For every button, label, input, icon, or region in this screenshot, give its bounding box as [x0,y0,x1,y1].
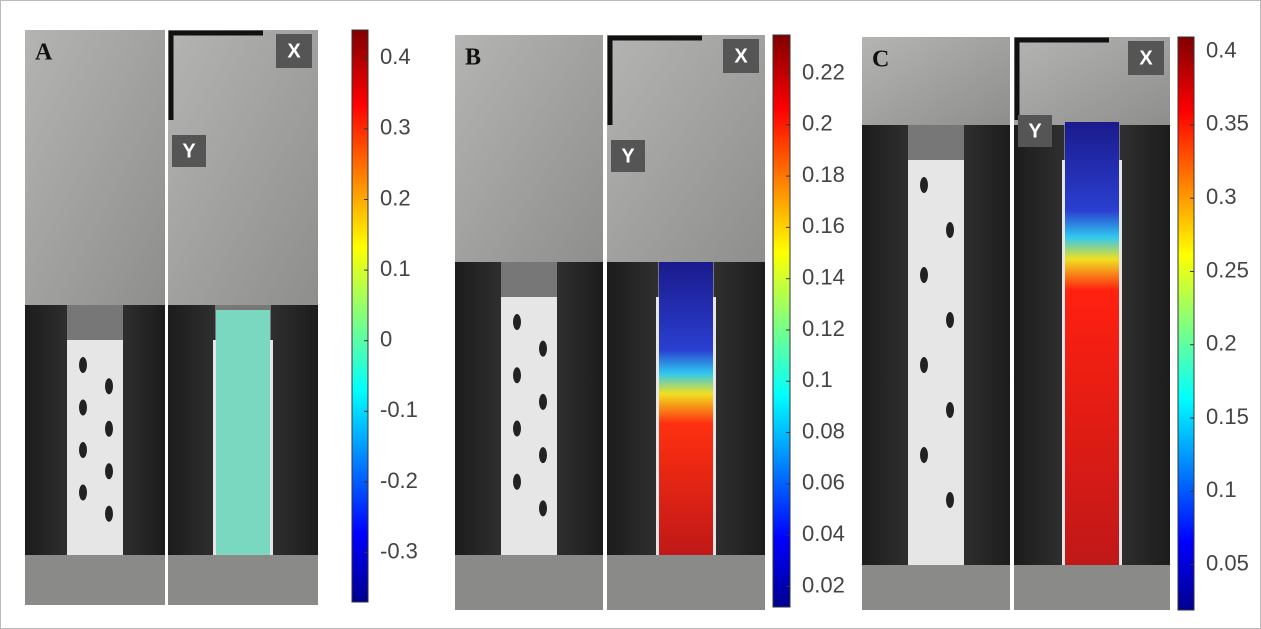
colorbar-tick-label: 0.2 [1206,331,1237,356]
colorbar-tick-label: 0.1 [802,367,833,392]
colorbar-tick-label: -0.2 [380,468,418,493]
specimen-mesh [908,125,964,160]
specimen-hole [920,447,928,463]
colorbar-tick-label: 0.14 [802,264,845,289]
specimen-hole [539,500,547,516]
colorbar-tick-label: -0.1 [380,397,418,422]
strain-overlay [659,262,713,555]
specimen-mesh [67,305,123,340]
colorbar-tick-label: 0.1 [380,256,411,281]
colorbar-tick-label: 0.3 [1206,184,1237,209]
specimen-hole [946,222,954,238]
specimen-hole [79,485,87,501]
lower-grip [862,565,1010,610]
x-axis-label: X [287,40,301,62]
colorbar-tick-label: 0.08 [802,418,845,443]
specimen-hole [79,357,87,373]
specimen-hole [539,447,547,463]
specimen-hole [105,506,113,522]
page: {"panels": [ {"label": "A", "x_label": "… [0,0,1261,629]
specimen-hole [513,474,521,490]
specimen-hole [920,357,928,373]
panel-label: C [872,47,889,73]
specimen-hole [946,402,954,418]
y-axis-label: Y [182,140,196,162]
lower-grip [455,555,603,610]
specimen-hole [105,378,113,394]
specimen-hole [79,400,87,416]
colorbar-tick-label: 0.04 [802,521,845,546]
strain-overlay [216,310,270,555]
specimen-hole [539,341,547,357]
colorbar-tick-label: 0.25 [1206,257,1249,282]
specimen-hole [920,267,928,283]
colorbar-tick-label: 0.3 [380,115,411,140]
lower-grip [1014,565,1170,610]
x-axis-label: X [1139,47,1153,69]
specimen-hole [513,314,521,330]
colorbar-tick-label: 0.4 [1206,37,1237,62]
figure: X Y A 0.4 0.3 0.2 0.1 0 -0.1 -0.2 -0.3 X Y B 0.22 0.2 0.… [0,0,1261,629]
colorbar-tick-label: 0.35 [1206,111,1249,136]
lower-grip [168,555,318,605]
specimen-hole [105,421,113,437]
upper-plate [25,30,165,305]
colorbar-tick-label: 0.12 [802,316,845,341]
colorbar-tick-label: 0.16 [802,213,845,238]
photo-divider [1010,37,1014,610]
colorbar-tick-label: 0.22 [802,59,845,84]
panel-label: B [465,45,481,71]
colorbar-tick-label: 0.18 [802,162,845,187]
colorbar-tick-label: 0.1 [1206,477,1237,502]
colorbar-tick-label: 0.15 [1206,404,1249,429]
panel-label: A [35,40,53,66]
colorbar-tick-label: -0.3 [380,538,418,563]
specimen-hole [946,312,954,328]
specimen-hole [105,463,113,479]
specimen [501,297,557,555]
lower-grip [607,555,765,610]
y-axis-label: Y [1028,120,1042,142]
colorbar-tick-label: 0.4 [380,44,411,69]
photo-divider [603,35,607,610]
specimen-hole [513,367,521,383]
specimen-hole [946,492,954,508]
colorbar [773,35,790,607]
specimen-mesh [501,262,557,297]
x-axis-label: X [734,45,748,67]
colorbar-tick-label: 0 [380,327,392,352]
colorbar-tick-label: 0.06 [802,470,845,495]
colorbar-tick-label: 0.2 [802,111,833,136]
specimen-hole [920,177,928,193]
specimen-hole [513,421,521,437]
specimen-hole [539,394,547,410]
y-axis-label: Y [621,145,635,167]
colorbar-tick-label: 0.05 [1206,550,1249,575]
specimen [908,160,964,565]
colorbar [352,30,368,602]
lower-grip [25,555,165,605]
colorbar-tick-label: 0.02 [802,572,845,597]
specimen [67,340,123,555]
colorbar-tick-label: 0.2 [380,185,411,210]
strain-overlay [1065,122,1119,565]
upper-plate [168,30,318,305]
photo-divider [165,30,168,605]
colorbar [1178,37,1194,610]
specimen-hole [79,442,87,458]
